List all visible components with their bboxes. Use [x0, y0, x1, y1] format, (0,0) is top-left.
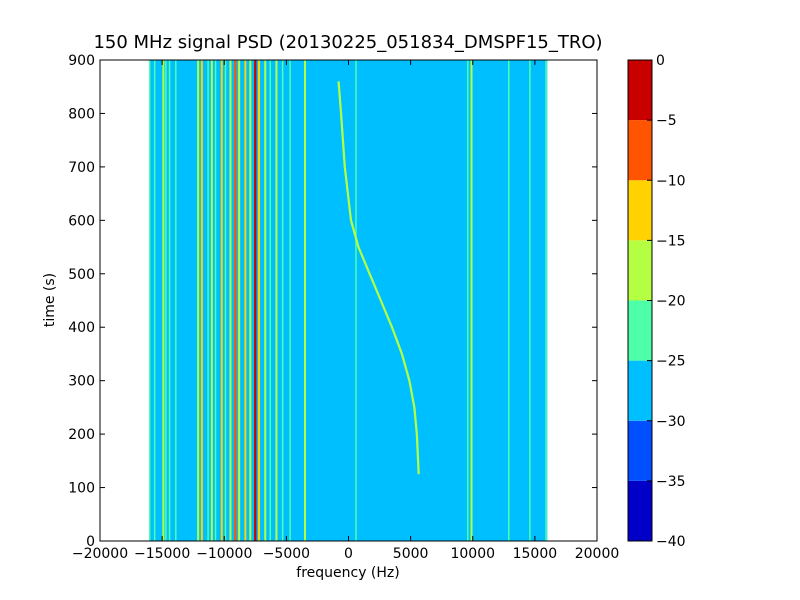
heatmap	[148, 60, 548, 541]
colorbar-swatch	[628, 60, 652, 121]
y-tick-label: 700	[68, 160, 95, 176]
y-tick-label: 600	[68, 213, 95, 229]
colorbar-frame	[627, 59, 653, 542]
y-tick-label: 400	[68, 320, 95, 336]
heatmap-line	[175, 60, 177, 541]
plot-frame	[99, 59, 598, 542]
heatmap-line	[467, 60, 469, 541]
x-tick-label: −15000	[134, 546, 190, 562]
heatmap-line	[470, 60, 473, 541]
x-axis-label: frequency (Hz)	[296, 565, 399, 581]
heatmap-line	[281, 60, 284, 541]
colorbar-tick-label: −5	[656, 113, 677, 129]
colorbar-swatch	[628, 180, 652, 241]
chart-title: 150 MHz signal PSD (20130225_051834_DMSP…	[93, 32, 602, 53]
x-tick-label: 10000	[450, 546, 495, 562]
heatmap-line	[304, 60, 307, 541]
heatmap-line	[355, 60, 357, 541]
colorbar-tick-label: −30	[656, 414, 686, 430]
heatmap-line	[224, 60, 227, 541]
x-tick-label: 5000	[393, 546, 429, 562]
heatmap-line	[258, 60, 261, 541]
colorbar-swatch	[628, 360, 652, 421]
heatmap-line	[275, 60, 278, 541]
heatmap-background	[149, 60, 548, 541]
colorbar-swatch	[628, 420, 652, 481]
colorbar-swatch	[628, 480, 652, 541]
heatmap-line	[238, 60, 241, 541]
heatmap-line	[234, 60, 237, 541]
colorbar-swatch	[628, 120, 652, 181]
heatmap-line	[220, 60, 223, 541]
colorbar-tick-label: −10	[656, 173, 686, 189]
y-tick-label: 200	[68, 427, 95, 443]
heatmap-line	[210, 60, 213, 541]
x-tick-label: 15000	[513, 546, 558, 562]
colorbar-tick-label: −35	[656, 474, 686, 490]
y-tick-label: 500	[68, 267, 95, 283]
x-tick-label: −5000	[263, 546, 310, 562]
y-tick-label: 100	[68, 481, 95, 497]
y-axis-label: time (s)	[42, 273, 58, 327]
heatmap-line	[200, 60, 203, 541]
colorbar: 0 −5 −10 −15 −20 −25 −30 −35 −40	[628, 53, 686, 550]
x-tick-label: −10000	[196, 546, 252, 562]
y-tick-label: 900	[68, 53, 95, 69]
heatmap-line	[148, 60, 151, 541]
axes-ticks: −20000 −15000 −10000 −5000 0 5000 10000 15000 20…	[68, 53, 619, 562]
heatmap-line	[545, 60, 547, 541]
x-tick-label: 0	[344, 546, 353, 562]
heatmap-line	[214, 60, 217, 541]
heatmap-line	[162, 60, 165, 541]
heatmap-line	[165, 60, 167, 541]
heatmap-line	[244, 60, 247, 541]
heatmap-line	[249, 60, 252, 541]
colorbar-tick-label: −20	[656, 294, 686, 310]
heatmap-line	[197, 60, 200, 541]
heatmap-line	[229, 60, 232, 541]
heatmap-line	[168, 60, 171, 541]
x-tick-label: −20000	[72, 546, 128, 562]
colorbar-swatch	[628, 300, 652, 361]
signal-trace	[337, 81, 420, 475]
y-tick-label: 300	[68, 374, 95, 390]
colorbar-tick-label: −25	[656, 354, 686, 370]
heatmap-line	[269, 60, 271, 541]
y-tick-label: 800	[68, 106, 95, 122]
colorbar-tick-label: −15	[656, 233, 686, 249]
heatmap-line	[153, 60, 156, 541]
x-tick-label: 20000	[575, 546, 620, 562]
heatmap-line	[254, 60, 257, 541]
heatmap-line	[529, 60, 531, 541]
heatmap-line	[207, 60, 209, 541]
colorbar-tick-label: −40	[656, 534, 686, 550]
heatmap-line	[289, 60, 291, 541]
colorbar-swatch	[628, 240, 652, 301]
colorbar-tick-label: 0	[656, 53, 665, 69]
heatmap-line	[508, 60, 510, 541]
y-tick-label: 0	[86, 534, 95, 550]
heatmap-line	[264, 60, 267, 541]
